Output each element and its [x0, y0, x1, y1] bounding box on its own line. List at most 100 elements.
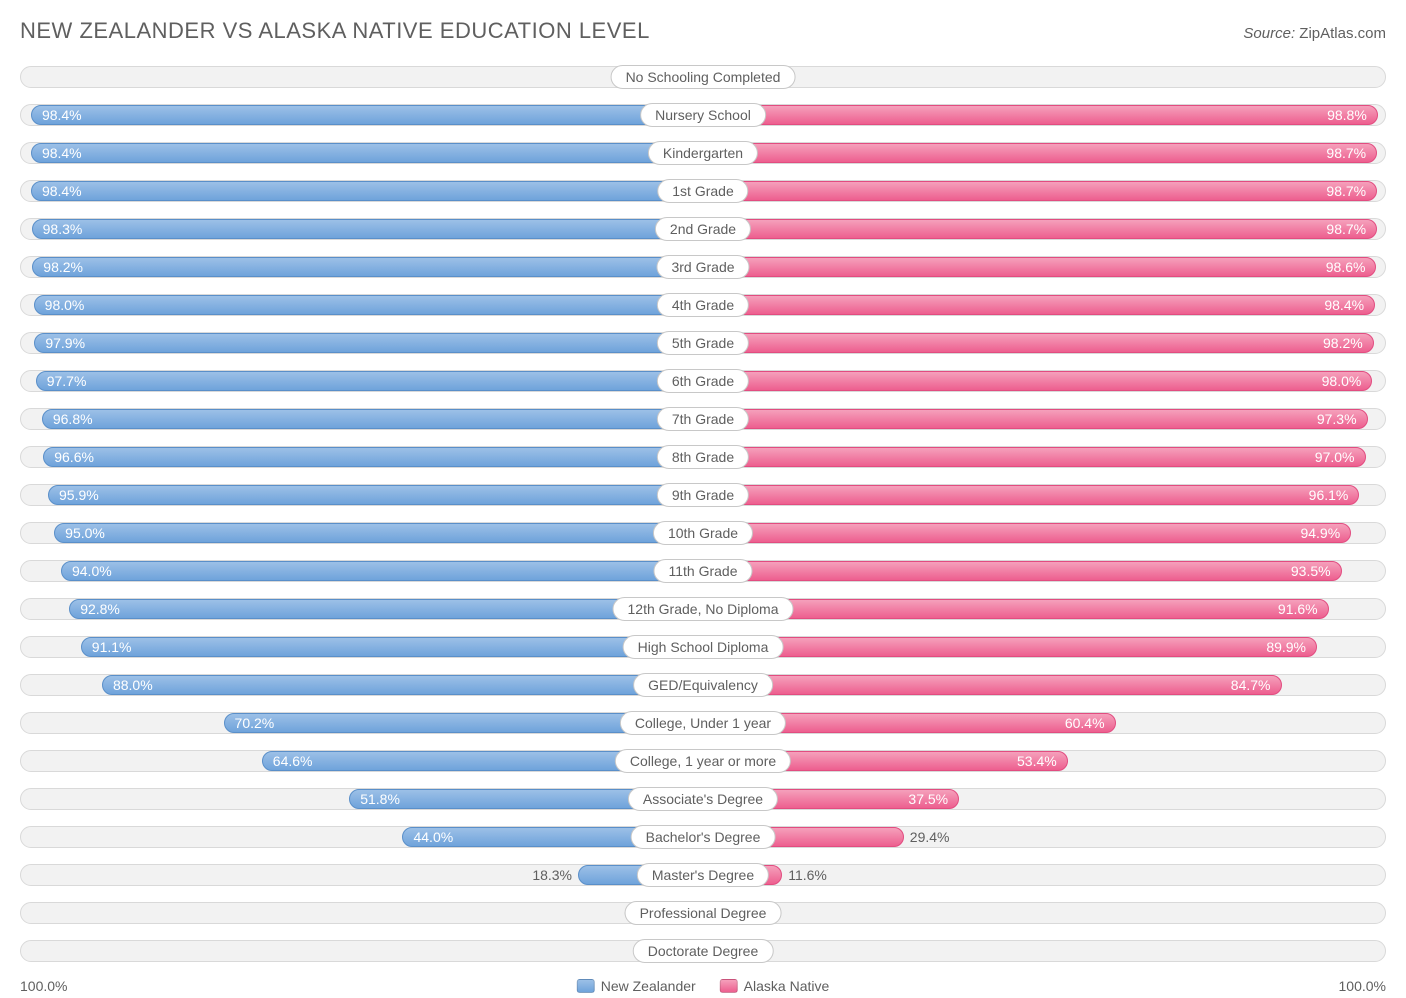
bar-right: 98.7%: [703, 219, 1377, 239]
category-label: 2nd Grade: [655, 217, 751, 241]
bar-right-value: 98.4%: [1314, 297, 1374, 313]
bar-right-value: 98.2%: [1313, 335, 1373, 351]
bar-right-value: 53.4%: [1007, 753, 1067, 769]
bar-right: 98.6%: [703, 257, 1376, 277]
chart-row: 51.8% 37.5% Associate's Degree: [20, 784, 1386, 814]
bar-right-value: 84.7%: [1221, 677, 1281, 693]
bar-left-value: 92.8%: [70, 601, 130, 617]
category-label: 7th Grade: [657, 407, 749, 431]
chart-row: 1.7%1.5%No Schooling Completed: [20, 62, 1386, 92]
bar-left: 91.1%: [81, 637, 703, 657]
bar-left-value: 18.3%: [532, 865, 572, 885]
bar-right-value: 91.6%: [1268, 601, 1328, 617]
bar-left: 96.8%: [42, 409, 703, 429]
bar-left: 92.8%: [69, 599, 703, 619]
bar-right: 84.7%: [703, 675, 1282, 695]
category-label: 8th Grade: [657, 445, 749, 469]
source-value: ZipAtlas.com: [1299, 25, 1386, 42]
bar-left-value: 97.7%: [37, 373, 97, 389]
bar-right-value: 98.7%: [1316, 145, 1376, 161]
chart-row: 97.7% 98.0% 6th Grade: [20, 366, 1386, 396]
bar-right: 98.4%: [703, 295, 1375, 315]
bar-left: 98.0%: [34, 295, 703, 315]
source-label: Source:: [1243, 25, 1295, 42]
bar-right-value: 94.9%: [1290, 525, 1350, 541]
bar-left: 98.4%: [31, 105, 703, 125]
chart-row: 98.0% 98.4% 4th Grade: [20, 290, 1386, 320]
bar-left-value: 98.4%: [32, 145, 92, 161]
legend-left: New Zealander: [577, 978, 696, 994]
category-label: 4th Grade: [657, 293, 749, 317]
diverging-bar-chart: 1.7%1.5%No Schooling Completed 98.4% 98.8%…: [20, 62, 1386, 966]
category-label: 5th Grade: [657, 331, 749, 355]
bar-right: 98.8%: [703, 105, 1378, 125]
bar-right: 97.3%: [703, 409, 1368, 429]
bar-left: 98.2%: [32, 257, 703, 277]
bar-right-value: 98.0%: [1312, 373, 1372, 389]
bar-right-value: 11.6%: [788, 865, 827, 885]
bar-left: 95.0%: [54, 523, 703, 543]
bar-right-value: 96.1%: [1299, 487, 1359, 503]
chart-row: 70.2%60.4%College, Under 1 year: [20, 708, 1386, 738]
bar-left-value: 98.4%: [32, 107, 92, 123]
bar-left: 94.0%: [61, 561, 703, 581]
chart-row: 88.0% 84.7% GED/Equivalency: [20, 670, 1386, 700]
chart-row: 97.9%98.2%5th Grade: [20, 328, 1386, 358]
bar-right: 96.1%: [703, 485, 1359, 505]
bar-left-value: 88.0%: [103, 677, 163, 693]
chart-header: NEW ZEALANDER VS ALASKA NATIVE EDUCATION…: [20, 18, 1386, 44]
category-label: 3rd Grade: [656, 255, 749, 279]
category-label: Associate's Degree: [628, 787, 778, 811]
chart-row: 94.0%93.5%11th Grade: [20, 556, 1386, 586]
bar-right-value: 37.5%: [898, 791, 958, 807]
legend-left-swatch: [577, 979, 595, 993]
category-label: 12th Grade, No Diploma: [613, 597, 794, 621]
category-label: Master's Degree: [637, 863, 769, 887]
chart-row: 18.3% 11.6% Master's Degree: [20, 860, 1386, 890]
bar-right: 98.0%: [703, 371, 1372, 391]
bar-left-value: 94.0%: [62, 563, 122, 579]
legend-right: Alaska Native: [720, 978, 830, 994]
chart-row: 96.6% 97.0% 8th Grade: [20, 442, 1386, 472]
bar-left-value: 96.6%: [44, 449, 104, 465]
bar-left-value: 51.8%: [350, 791, 410, 807]
chart-row: 96.8% 97.3% 7th Grade: [20, 404, 1386, 434]
bar-left: 98.3%: [32, 219, 703, 239]
chart-title: NEW ZEALANDER VS ALASKA NATIVE EDUCATION…: [20, 18, 650, 44]
chart-row: 64.6%53.4%College, 1 year or more: [20, 746, 1386, 776]
category-label: 1st Grade: [657, 179, 748, 203]
chart-source: Source: ZipAtlas.com: [1243, 25, 1386, 42]
chart-row: 98.4%98.7%1st Grade: [20, 176, 1386, 206]
category-label: GED/Equivalency: [633, 673, 773, 697]
category-label: 6th Grade: [657, 369, 749, 393]
bar-left-value: 98.4%: [32, 183, 92, 199]
bar-left: 98.4%: [31, 181, 703, 201]
category-label: 9th Grade: [657, 483, 749, 507]
bar-left-value: 95.9%: [49, 487, 109, 503]
legend-right-label: Alaska Native: [744, 978, 830, 994]
bar-left-value: 44.0%: [403, 829, 463, 845]
chart-row: 92.8% 91.6% 12th Grade, No Diploma: [20, 594, 1386, 624]
bar-left: 88.0%: [102, 675, 703, 695]
category-label: Nursery School: [640, 103, 766, 127]
bar-right-value: 97.0%: [1305, 449, 1365, 465]
bar-left-value: 98.2%: [33, 259, 93, 275]
bar-left: 96.6%: [43, 447, 703, 467]
bar-right: 97.0%: [703, 447, 1366, 467]
bar-left-value: 96.8%: [43, 411, 103, 427]
axis-left-label: 100.0%: [20, 978, 67, 994]
bar-left: 98.4%: [31, 143, 703, 163]
category-label: High School Diploma: [623, 635, 784, 659]
legend: New Zealander Alaska Native: [577, 978, 830, 994]
chart-row: 98.4% 98.7% Kindergarten: [20, 138, 1386, 168]
bar-left: 95.9%: [48, 485, 703, 505]
chart-row: 98.2% 98.6%3rd Grade: [20, 252, 1386, 282]
category-label: Kindergarten: [648, 141, 758, 165]
category-label: 10th Grade: [653, 521, 753, 545]
bar-right-value: 89.9%: [1256, 639, 1316, 655]
legend-left-label: New Zealander: [601, 978, 696, 994]
legend-right-swatch: [720, 979, 738, 993]
bar-right-value: 97.3%: [1307, 411, 1367, 427]
chart-row: 98.4% 98.8%Nursery School: [20, 100, 1386, 130]
chart-row: 95.9% 96.1% 9th Grade: [20, 480, 1386, 510]
